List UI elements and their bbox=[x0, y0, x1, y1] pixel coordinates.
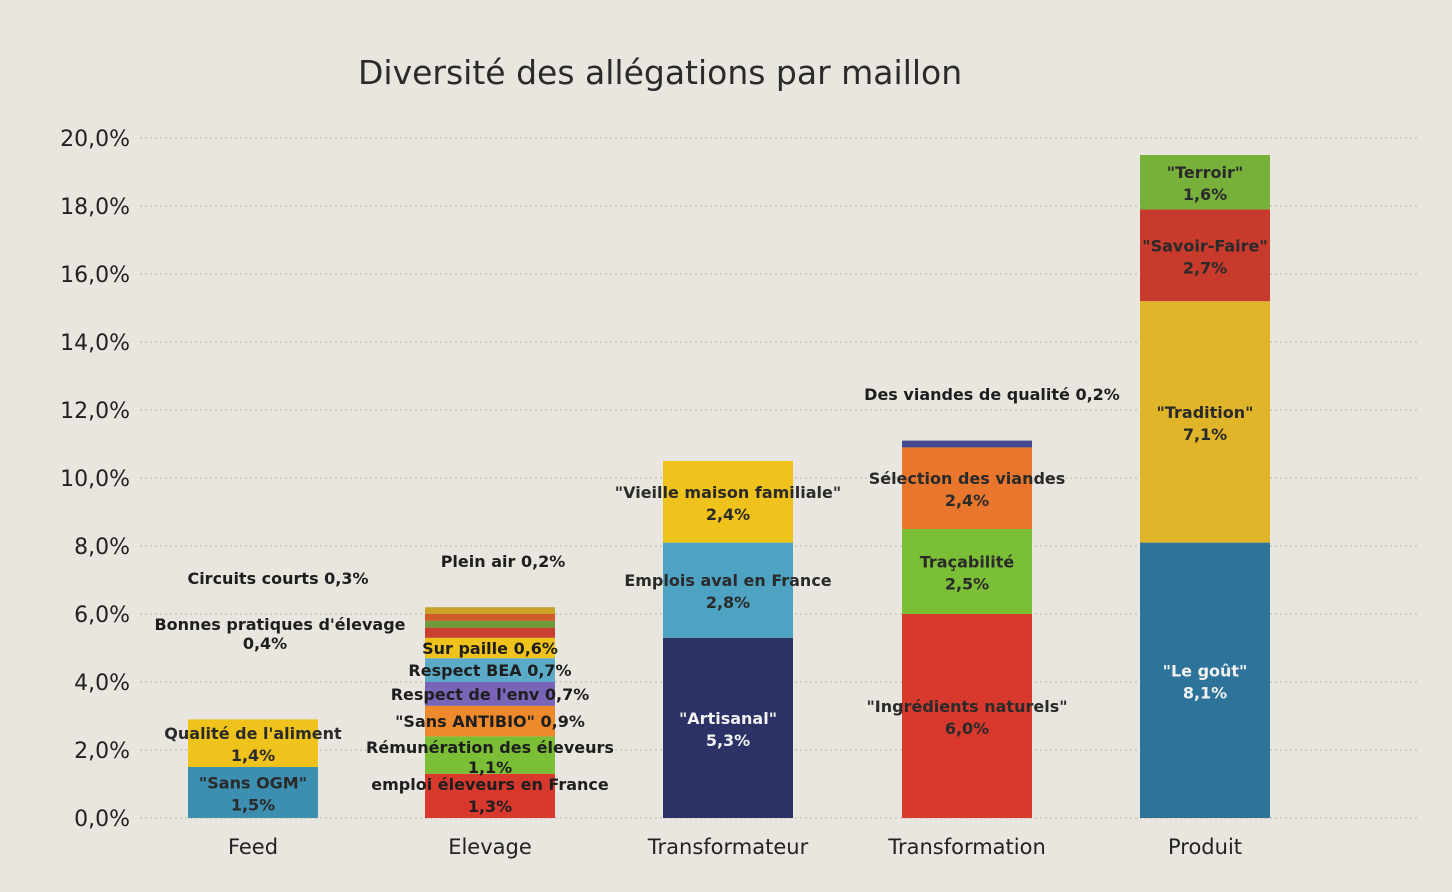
y-tick-label: 16,0% bbox=[60, 263, 130, 288]
segment-labels: "Sans OGM" 1,5% Qualité de l'aliment 1,4% Bo… bbox=[154, 163, 1267, 816]
segment-name-label: "Artisanal" bbox=[679, 709, 777, 728]
bar-segment bbox=[663, 461, 793, 543]
segment-label: Respect BEA 0,7% bbox=[408, 661, 571, 680]
y-tick-label: 4,0% bbox=[74, 671, 130, 696]
y-axis: 0,0% 2,0% 4,0% 6,0% 8,0% 10,0% 12,0% 14,0% 16,0%… bbox=[60, 127, 130, 832]
segment-label: Plein air 0,2% bbox=[441, 552, 566, 571]
bar-segment bbox=[663, 637, 793, 818]
segment-name-label: Traçabilité bbox=[920, 553, 1015, 572]
bar-segment bbox=[663, 542, 793, 638]
bar-segment bbox=[425, 627, 555, 638]
segment-name-label: "Sans OGM" bbox=[199, 774, 307, 793]
segment-name-label: Bonnes pratiques d'élevage bbox=[154, 615, 405, 634]
bar-segment bbox=[902, 447, 1032, 529]
segment-name-label: Emplois aval en France bbox=[624, 571, 831, 590]
segment-name-label: "Ingrédients naturels" bbox=[866, 697, 1067, 716]
segment-value-label: 1,3% bbox=[468, 797, 512, 816]
bar-segment bbox=[188, 767, 318, 818]
segment-value-label: 2,5% bbox=[945, 575, 989, 594]
segment-name-label: "Savoir-Faire" bbox=[1142, 236, 1267, 255]
bar-segment bbox=[425, 682, 555, 706]
y-tick-label: 18,0% bbox=[60, 195, 130, 220]
segment-name-label: "Le goût" bbox=[1163, 661, 1248, 680]
segment-value-label: 1,6% bbox=[1183, 185, 1227, 204]
y-tick-label: 14,0% bbox=[60, 331, 130, 356]
bar-segment bbox=[425, 607, 555, 614]
segment-value-label: 2,8% bbox=[706, 593, 750, 612]
segment-label: Respect de l'env 0,7% bbox=[391, 685, 590, 704]
bar-segment bbox=[188, 719, 318, 767]
x-axis: Feed Elevage Transformateur Transformation P… bbox=[228, 835, 1242, 859]
segment-value-label: 2,4% bbox=[706, 505, 750, 524]
stack-transformation bbox=[902, 440, 1032, 818]
segment-value-label: 5,3% bbox=[706, 731, 750, 750]
bar-segment bbox=[902, 614, 1032, 818]
segment-value-label: 7,1% bbox=[1183, 425, 1227, 444]
segment-value-label: 1,1% bbox=[468, 758, 512, 777]
x-category-label: Elevage bbox=[448, 835, 532, 859]
bar-segment bbox=[1140, 301, 1270, 543]
bar-segment bbox=[425, 736, 555, 774]
bar-segment bbox=[425, 614, 555, 621]
segment-value-label: 1,4% bbox=[231, 746, 275, 765]
segment-value-label: 6,0% bbox=[945, 719, 989, 738]
x-category-label: Transformation bbox=[887, 835, 1046, 859]
x-category-label: Transformateur bbox=[647, 835, 809, 859]
stack-feed bbox=[188, 719, 318, 818]
segment-label: Circuits courts 0,3% bbox=[187, 569, 368, 588]
bar-segment bbox=[902, 529, 1032, 614]
chart-title: Diversité des allégations par maillon bbox=[358, 53, 962, 92]
y-tick-label: 0,0% bbox=[74, 807, 130, 832]
bars bbox=[188, 155, 1270, 818]
segment-value-label: 8,1% bbox=[1183, 683, 1227, 702]
segment-label: Rémunération des éleveurs bbox=[366, 738, 614, 757]
segment-label: Sur paille 0,6% bbox=[422, 639, 558, 658]
segment-value-label: 1,5% bbox=[231, 796, 275, 815]
bar-segment bbox=[425, 705, 555, 737]
bar-segment bbox=[1140, 209, 1270, 302]
segment-name-label: Qualité de l'aliment bbox=[164, 724, 342, 743]
stack-produit bbox=[1140, 155, 1270, 818]
segment-name-label: "Tradition" bbox=[1157, 403, 1254, 422]
y-tick-label: 12,0% bbox=[60, 399, 130, 424]
segment-name-label: Sélection des viandes bbox=[869, 469, 1066, 488]
y-tick-label: 10,0% bbox=[60, 467, 130, 492]
stack-elevage bbox=[425, 607, 555, 818]
x-category-label: Feed bbox=[228, 835, 278, 859]
x-category-label: Produit bbox=[1168, 835, 1242, 859]
y-tick-label: 6,0% bbox=[74, 603, 130, 628]
bar-segment bbox=[425, 620, 555, 628]
segment-value-label: 2,7% bbox=[1183, 258, 1227, 277]
segment-name-label: "Vieille maison familiale" bbox=[615, 483, 841, 502]
segment-name-label: "Terroir" bbox=[1167, 163, 1243, 182]
bar-segment bbox=[425, 637, 555, 659]
segment-value-label: 0,4% bbox=[243, 634, 287, 653]
bar-segment bbox=[425, 658, 555, 682]
segment-label: emploi éleveurs en France bbox=[371, 775, 609, 794]
bar-segment bbox=[425, 773, 555, 818]
y-tick-label: 20,0% bbox=[60, 127, 130, 152]
y-tick-label: 8,0% bbox=[74, 535, 130, 560]
y-tick-label: 2,0% bbox=[74, 739, 130, 764]
bar-segment bbox=[902, 440, 1032, 448]
segment-label: "Sans ANTIBIO" 0,9% bbox=[395, 712, 585, 731]
segment-label: Des viandes de qualité 0,2% bbox=[864, 385, 1120, 404]
bar-segment bbox=[1140, 155, 1270, 210]
stack-transformateur bbox=[663, 461, 793, 818]
bar-segment bbox=[1140, 542, 1270, 818]
segment-value-label: 2,4% bbox=[945, 491, 989, 510]
